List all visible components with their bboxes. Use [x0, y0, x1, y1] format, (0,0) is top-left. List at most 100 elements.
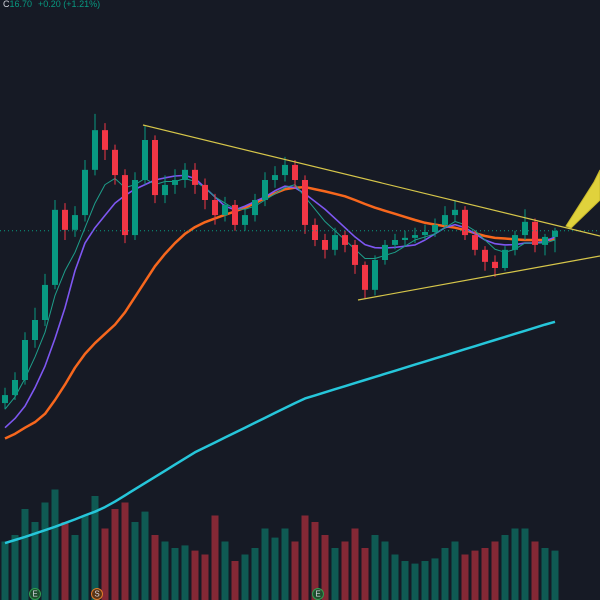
- volume-bar: [231, 561, 239, 600]
- trend-line: [357, 255, 600, 301]
- candle-body: [502, 249, 508, 268]
- candle-body: [12, 380, 18, 396]
- volume-bar: [111, 509, 119, 600]
- volume-bar: [341, 541, 349, 600]
- candle-body: [302, 180, 308, 225]
- volume-bar: [121, 502, 129, 600]
- volume-bar: [411, 563, 419, 600]
- event-marker: E: [29, 588, 41, 600]
- candle-body: [362, 264, 368, 290]
- volume-bar: [491, 541, 499, 600]
- candle-body: [392, 240, 398, 245]
- candle-body: [422, 232, 428, 236]
- volume-bar: [481, 548, 489, 600]
- candle-body: [512, 235, 518, 250]
- candle-body: [42, 284, 48, 320]
- candle-body: [182, 169, 188, 180]
- candle-body: [352, 244, 358, 265]
- price-pane: [0, 113, 600, 545]
- trend-line: [142, 124, 600, 237]
- volume-bar: [551, 550, 559, 600]
- candle-body: [432, 224, 438, 232]
- candle-body: [382, 244, 388, 260]
- candle-body: [492, 261, 498, 268]
- candle-body: [462, 209, 468, 236]
- candle-body: [472, 235, 478, 250]
- volume-bar: [401, 561, 409, 600]
- volume-bar: [311, 522, 319, 600]
- volume-bar: [91, 496, 99, 600]
- volume-bar: [281, 528, 289, 600]
- volume-bar: [151, 535, 159, 600]
- event-marker: E: [312, 588, 324, 600]
- candle-body: [332, 235, 338, 250]
- volume-bar: [291, 541, 299, 600]
- volume-bar: [301, 515, 309, 600]
- volume-bar: [101, 528, 109, 600]
- event-marker: S: [91, 588, 103, 600]
- volume-bar: [131, 522, 139, 600]
- candle-body: [252, 200, 258, 216]
- candle-body: [552, 230, 558, 237]
- close-value: 16.70: [10, 0, 33, 9]
- candle-body: [52, 209, 58, 285]
- volume-bar: [521, 528, 529, 600]
- candle-body: [112, 149, 118, 176]
- candle-body: [372, 260, 378, 290]
- event-label: E: [32, 590, 37, 599]
- volume-bar: [191, 550, 199, 600]
- candle-body: [292, 164, 298, 180]
- volume-bar: [141, 511, 149, 600]
- candle-body: [242, 215, 248, 225]
- volume-bar: [391, 554, 399, 600]
- candle-body: [402, 237, 408, 240]
- arrow: [565, 169, 600, 229]
- volume-bar: [241, 554, 249, 600]
- volume-bar: [211, 515, 219, 600]
- volume-bar: [11, 535, 19, 600]
- candle-body: [142, 140, 148, 180]
- candle-body: [542, 236, 548, 245]
- volume-bar: [261, 528, 269, 600]
- volume-bar: [221, 541, 229, 600]
- close-label: C16.70 +0.20 (+1.21%): [3, 0, 100, 9]
- volume-bar: [21, 509, 29, 600]
- candle-body: [442, 215, 448, 225]
- candle-body: [152, 140, 158, 196]
- candle-body: [172, 180, 178, 185]
- volume-bar: [461, 554, 469, 600]
- volume-bar: [371, 535, 379, 600]
- candle-body: [482, 249, 488, 262]
- candle-body: [92, 130, 98, 170]
- volume-bar: [61, 522, 69, 600]
- volume-bar: [71, 535, 79, 600]
- volume-bar: [431, 558, 439, 600]
- volume-bar: [541, 548, 549, 600]
- candle-body: [192, 169, 198, 185]
- event-label: E: [315, 590, 320, 599]
- volume-bar: [161, 541, 169, 600]
- volume-bar: [171, 548, 179, 600]
- candle-body: [342, 235, 348, 245]
- volume-bar: [181, 545, 189, 600]
- moving-average: [4, 320, 556, 545]
- volume-bar: [531, 541, 539, 600]
- volume-bar: [381, 541, 389, 600]
- candle-body: [102, 130, 108, 150]
- volume-bar: [251, 548, 259, 600]
- event-label: S: [94, 590, 99, 599]
- candle-body: [262, 180, 268, 200]
- candle-body: [202, 184, 208, 200]
- volume-bar: [81, 515, 89, 600]
- candle-body: [2, 395, 8, 404]
- volume-bar: [501, 535, 509, 600]
- volume-pane: [1, 489, 559, 600]
- volume-bar: [31, 522, 39, 600]
- volume-bar: [511, 528, 519, 600]
- candle-body: [162, 184, 168, 196]
- volume-bar: [271, 537, 279, 600]
- candle-body: [132, 180, 138, 236]
- candle-body: [412, 235, 418, 238]
